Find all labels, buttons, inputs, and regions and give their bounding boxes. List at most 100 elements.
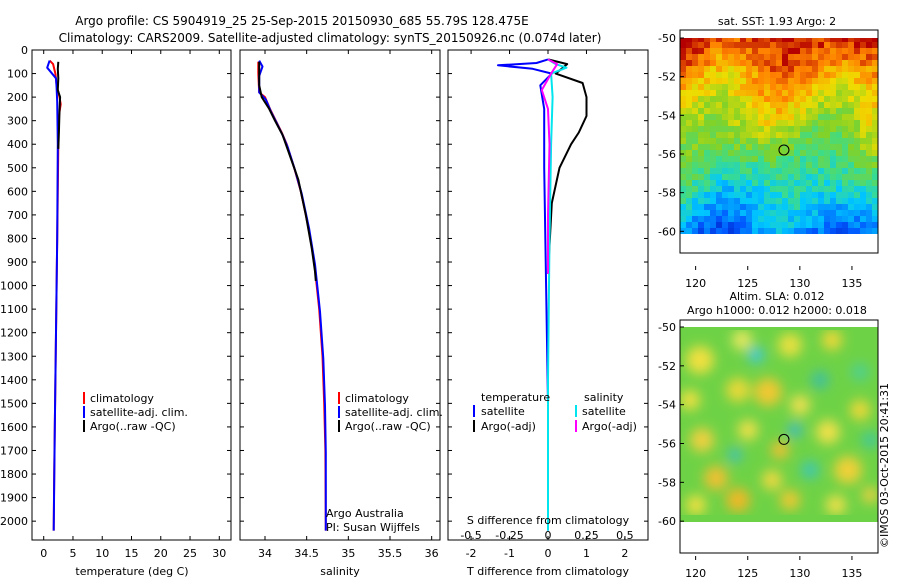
sst-cell: [872, 210, 878, 216]
x-tick-label-top: 0: [545, 529, 552, 542]
sst-cell: [764, 132, 770, 138]
sst-cell: [818, 54, 824, 60]
sst-cell: [770, 138, 776, 144]
sst-cell: [764, 138, 770, 144]
sst-cell: [824, 198, 830, 204]
sst-cell: [704, 174, 710, 180]
sst-cell: [800, 108, 806, 114]
sst-cell: [752, 150, 758, 156]
sst-cell: [776, 78, 782, 84]
sst-cell: [722, 30, 728, 36]
sst-cell: [758, 198, 764, 204]
sst-cell: [680, 210, 686, 216]
sst-cell: [716, 72, 722, 78]
sst-cell: [842, 150, 848, 156]
sst-cell: [794, 222, 800, 228]
sst-cell: [800, 120, 806, 126]
sst-cell: [794, 132, 800, 138]
sst-cell: [686, 66, 692, 72]
sst-cell: [854, 174, 860, 180]
sst-cell: [758, 66, 764, 72]
sst-cell: [758, 60, 764, 66]
sst-cell: [860, 216, 866, 222]
sst-cell: [740, 144, 746, 150]
sst-cell: [860, 120, 866, 126]
sst-cell: [710, 120, 716, 126]
sst-cell: [686, 156, 692, 162]
sla-anomaly-blob: [826, 495, 846, 515]
sst-cell: [842, 192, 848, 198]
sst-cell: [692, 102, 698, 108]
sst-cell: [710, 114, 716, 120]
sst-cell: [698, 198, 704, 204]
sst-cell: [800, 150, 806, 156]
sla-anomaly-blob: [690, 428, 714, 452]
sst-cell: [872, 156, 878, 162]
depth-axis: 0 100 200 300 400 500 600 700 800 900 1000 1100 1200…: [0, 44, 648, 528]
sst-cell: [770, 180, 776, 186]
sst-cell: [710, 210, 716, 216]
sst-cell: [698, 222, 704, 228]
sst-cell: [728, 54, 734, 60]
sst-cell: [692, 42, 698, 48]
sst-cell: [836, 120, 842, 126]
sst-cell: [776, 102, 782, 108]
sst-cell: [776, 30, 782, 36]
sst-cell: [692, 228, 698, 234]
sst-cell: [734, 72, 740, 78]
difference-xlabel-top: S difference from climatology: [467, 514, 630, 527]
sst-cell: [704, 48, 710, 54]
sst-cell: [854, 192, 860, 198]
sst-cell: [842, 222, 848, 228]
sst-no-data: [680, 234, 878, 253]
sst-cell: [806, 132, 812, 138]
series-line-temperature-argo: [547, 58, 588, 274]
sst-cell: [770, 162, 776, 168]
sst-cell: [806, 48, 812, 54]
map-y-tick-label: -54: [658, 399, 676, 412]
sst-cell: [776, 180, 782, 186]
sst-cell: [842, 72, 848, 78]
sst-cell: [686, 216, 692, 222]
sst-cell: [692, 90, 698, 96]
sst-cell: [872, 168, 878, 174]
sst-cell: [842, 30, 848, 36]
sst-cell: [842, 174, 848, 180]
temperature-xlabel: temperature (deg C): [75, 565, 188, 578]
sst-cell: [866, 66, 872, 72]
sst-cell: [746, 54, 752, 60]
sst-cell: [710, 132, 716, 138]
sst-cell: [782, 210, 788, 216]
sst-cell: [686, 102, 692, 108]
sst-cell: [704, 156, 710, 162]
sst-cell: [716, 90, 722, 96]
sst-cell: [704, 150, 710, 156]
sst-cell: [716, 66, 722, 72]
sst-cell: [764, 198, 770, 204]
sst-cell: [860, 180, 866, 186]
sst-cell: [860, 108, 866, 114]
sst-cell: [800, 174, 806, 180]
sst-cell: [788, 162, 794, 168]
sst-cell: [716, 174, 722, 180]
sst-cell: [866, 168, 872, 174]
sst-cell: [782, 150, 788, 156]
sst-cell: [728, 84, 734, 90]
sst-cell: [854, 96, 860, 102]
sst-cell: [872, 192, 878, 198]
sst-cell: [866, 162, 872, 168]
sst-cell: [788, 72, 794, 78]
sst-cell: [680, 96, 686, 102]
sst-cell: [866, 138, 872, 144]
sst-cell: [770, 216, 776, 222]
sst-cell: [872, 72, 878, 78]
sst-cell: [776, 216, 782, 222]
sst-cell: [800, 84, 806, 90]
sst-cell: [764, 216, 770, 222]
sst-cell: [794, 60, 800, 66]
sst-cell: [764, 204, 770, 210]
figure-title-line2: Climatology: CARS2009. Satellite-adjuste…: [59, 31, 602, 45]
sst-cell: [812, 72, 818, 78]
sst-cell: [794, 54, 800, 60]
sst-cell: [704, 168, 710, 174]
